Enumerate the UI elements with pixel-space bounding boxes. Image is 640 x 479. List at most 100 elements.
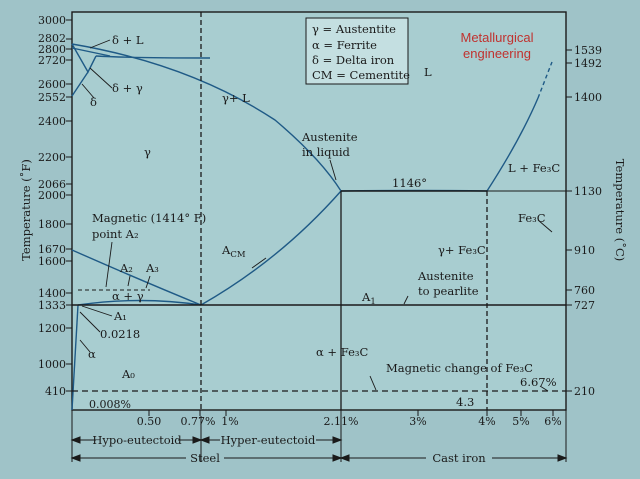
tick-label: 1670 [38,243,66,256]
leader-line [81,83,95,99]
tick-label: 2800 [38,43,66,56]
tick-label: 2600 [38,78,66,91]
legend-item: α = Ferrite [312,38,377,52]
label-a0: A₀ [121,367,135,381]
tick-label: 1492 [574,57,602,70]
leader-line [89,67,113,89]
legend-item: γ = Austentite [312,22,396,36]
leader-line [79,311,101,333]
label-austenite-liquid-2: in liquid [302,145,351,159]
tick-label: 2400 [38,115,66,128]
left-axis-title: Temperature (˚F) [19,159,33,261]
arrowhead [332,436,343,444]
delta-region-line-2 [71,47,111,57]
tick-label: 910 [574,244,595,257]
tick-label: 1130 [574,185,602,198]
solidus [95,55,211,59]
leader-line [89,39,111,49]
label-austenite-pearlite-2: to pearlite [418,284,479,298]
leader-line [105,241,113,288]
label-fe3c: Fe₃C [518,211,546,225]
label-43: 4.3 [456,395,474,409]
label-liquid-fe3c: L + Fe₃C [508,161,560,175]
a3-line [71,249,202,306]
tick-label: 2066 [38,178,66,191]
arrowhead [70,436,81,444]
label-hypo-eutectoid: Hypo-eutectoid [92,433,182,447]
legend-box [305,17,409,85]
label-cast-iron: Cast iron [432,451,486,465]
label-667: 6.67% [520,375,557,389]
tick-label: 1800 [38,218,66,231]
liquidus-hypereutectic [486,97,539,192]
tick-label: 1333 [38,299,66,312]
leader-line [251,257,267,269]
tick-label: 2802 [38,32,66,45]
brand-line-2: engineering [463,46,531,61]
label-gamma-liquid: γ+ L [222,91,250,105]
tick-label: 210 [574,385,595,398]
leader-line [81,305,113,317]
tick-label: 3% [409,415,426,428]
tick-label: 1% [221,415,238,428]
left-tick-labels: 3000 2802 2800 2720 2600 2552 2400 2200 … [38,14,66,398]
alpha-gamma-boundary [77,299,202,306]
leader-line [403,295,409,305]
label-gamma-fe3c: γ+ Fe₃C [438,243,486,257]
label-delta-gamma: δ + γ [112,81,143,95]
liquidus-hypereutectic-dashed [537,61,553,99]
label-a1-left: A₁ [113,309,127,323]
right-tick-labels: 1539 1492 1400 1130 910 760 727 210 [574,44,602,398]
tick-label: 3000 [38,14,66,27]
label-gamma: γ [144,145,151,159]
leader-line [145,275,151,289]
tick-label: 1200 [38,322,66,335]
arrowhead [339,454,350,462]
tick-label: 2720 [38,54,66,67]
label-austenite-liquid-1: Austenite [301,130,358,144]
label-alpha-gamma: α + γ [112,289,144,303]
arrowhead [557,454,568,462]
tick-label: 4% [478,415,495,428]
leader-line [539,385,549,392]
tick-label: 1600 [38,255,66,268]
leader-line [79,339,91,353]
tick-label: 2200 [38,151,66,164]
tick-label: 2552 [38,91,66,104]
acm-line [200,190,342,306]
delta-region-line-3 [71,71,89,97]
alpha-solvus [71,304,79,411]
label-steel: Steel [190,451,220,465]
label-eutectic-temp: 1146° [392,176,427,190]
label-a1-line: A1 [361,290,376,307]
tick-label: 2000 [38,189,66,202]
leader-line [127,275,131,287]
tick-label: 410 [45,385,66,398]
label-hyper-eutectoid: Hyper-eutectoid [221,433,316,447]
arrowhead [70,454,81,462]
label-0218: 0.0218 [100,327,140,341]
leader-line [537,219,553,233]
label-a3: A₃ [145,261,159,275]
tick-label: 0.008% [89,398,131,411]
right-axis-title: Temperature (˚C) [613,159,627,262]
legend-item: CM = Cementite [312,68,410,82]
label-magnetic-1: Magnetic (1414° F) [92,211,206,225]
leader-line [329,159,337,181]
legend: γ = Austentite α = Ferrite δ = Delta iro… [312,22,410,82]
label-acm: ACM [221,243,246,260]
right-axis-ticks [566,49,572,392]
tick-label: 6% [544,415,561,428]
bottom-band-labels: Hypo-eutectoid Hyper-eutectoid Steel Cas… [92,433,486,465]
tick-label: 1400 [38,287,66,300]
label-liquid: L [424,65,432,79]
label-delta: δ [90,95,97,109]
label-a2: A₂ [119,261,133,275]
arrowhead [199,436,210,444]
tick-label: 5% [512,415,529,428]
legend-item: δ = Delta iron [312,53,395,67]
label-austenite-pearlite-1: Austenite [417,269,474,283]
label-alpha-fe3c: α + Fe₃C [316,345,368,359]
arrowhead [332,454,343,462]
tick-label: 727 [574,299,595,312]
